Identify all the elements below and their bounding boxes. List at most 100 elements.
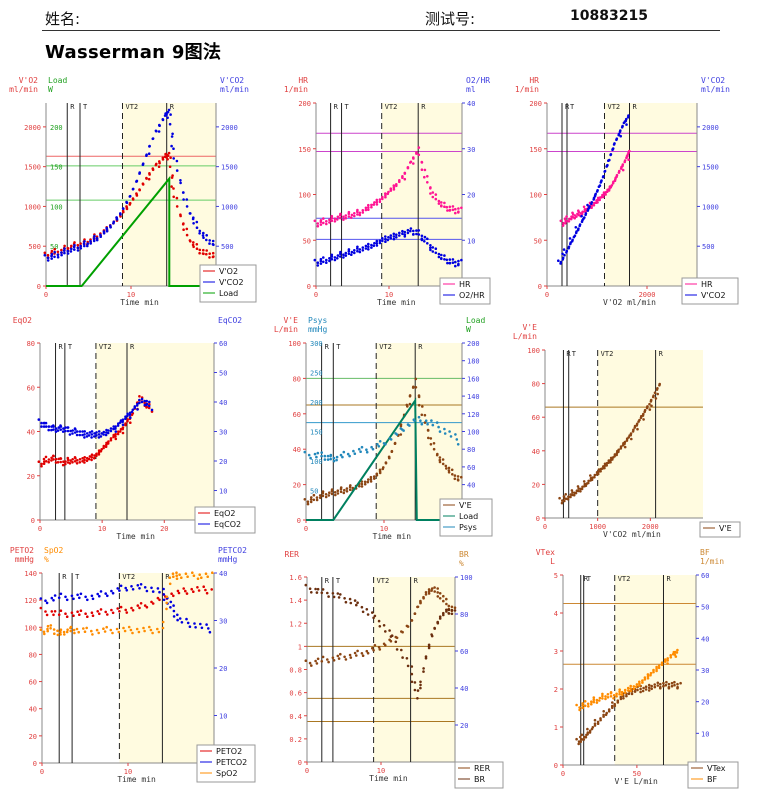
data-point [52,628,56,631]
data-point [65,630,69,634]
data-point [50,596,54,600]
data-point [208,630,212,634]
data-point [670,684,674,688]
data-point [431,195,435,199]
left-axis-unit: L/min [274,325,298,334]
data-point [442,611,445,615]
data-point [370,246,373,249]
data-point [667,685,671,689]
data-point [652,668,655,672]
data-point [172,157,175,160]
data-point [76,246,80,250]
data-point [414,386,418,389]
data-point [151,137,155,140]
data-point [593,475,596,479]
data-point [175,577,179,580]
right-axis-title: BF [700,548,710,557]
test-number-value: 10883215 [570,8,648,24]
data-point [64,595,67,599]
data-point [99,449,103,453]
data-point [567,246,570,250]
data-point [426,429,430,432]
data-point [195,220,199,224]
legend-box [439,277,491,305]
data-point [165,601,168,605]
data-point [592,203,596,207]
data-point [95,628,99,632]
data-point [653,685,657,689]
data-point [405,657,409,660]
data-point [83,456,86,459]
x-tick-label: 50 [633,770,641,778]
data-point [70,594,74,598]
legend-box [699,521,741,538]
data-point [615,453,618,457]
data-point [333,217,337,220]
data-point [625,154,629,158]
data-point [436,621,440,625]
data-point [576,485,580,488]
data-point [104,445,108,449]
data-point [40,425,43,428]
data-point [601,697,604,700]
data-point [333,220,337,223]
data-point [78,461,82,464]
data-point [613,704,617,708]
data-point [403,235,407,238]
data-point [116,607,119,610]
data-point [321,490,325,493]
chart-panel-p6: RTVT2R020406080100010002000V'CO2 ml/minV… [513,323,741,539]
data-point [375,242,379,245]
data-point [356,601,359,604]
phase-marker-label: VT2 [385,103,398,111]
data-point [131,408,135,412]
data-point [148,144,151,148]
data-point [89,239,92,243]
data-point [650,684,653,688]
data-point [412,385,415,389]
data-point [138,395,141,398]
x-tick-label: 20 [160,525,168,533]
right-tick-label: 10 [467,237,475,245]
data-point [570,240,574,243]
data-point [388,456,391,460]
data-point [384,461,388,465]
data-point [193,622,196,625]
left-tick-label: 150 [529,146,542,154]
data-point [66,456,70,460]
data-point [303,498,307,501]
data-point [581,706,584,710]
left-tick-label: 150 [298,146,311,154]
data-point [165,113,168,117]
data-point [403,230,407,234]
data-point [604,713,608,717]
data-point [603,462,607,466]
data-point [78,430,82,433]
data-point [126,414,129,418]
data-point [42,421,46,425]
data-point [430,419,433,422]
right-tick-label: 20 [219,665,227,673]
data-point [49,627,52,630]
data-point [327,595,330,598]
data-point [308,587,312,590]
data-point [412,157,415,160]
data-point [389,639,393,643]
data-point [565,215,568,218]
left-tick-label: 140 [24,570,37,578]
left-axis-unit: mmHg [15,555,34,564]
data-point [386,192,390,196]
data-point [336,592,340,595]
left-tick-label: 0 [307,283,311,291]
data-point [596,722,600,725]
data-point [319,496,322,500]
right-axis-title: Load [466,316,485,325]
data-point [432,442,436,445]
data-point [631,430,635,433]
data-point [604,697,607,701]
data-point [455,438,459,441]
data-point [618,690,621,694]
chart-panel-p5: RTVT2R0204060801002040608010012014016018… [274,316,493,541]
legend-label: EqCO2 [214,520,241,529]
